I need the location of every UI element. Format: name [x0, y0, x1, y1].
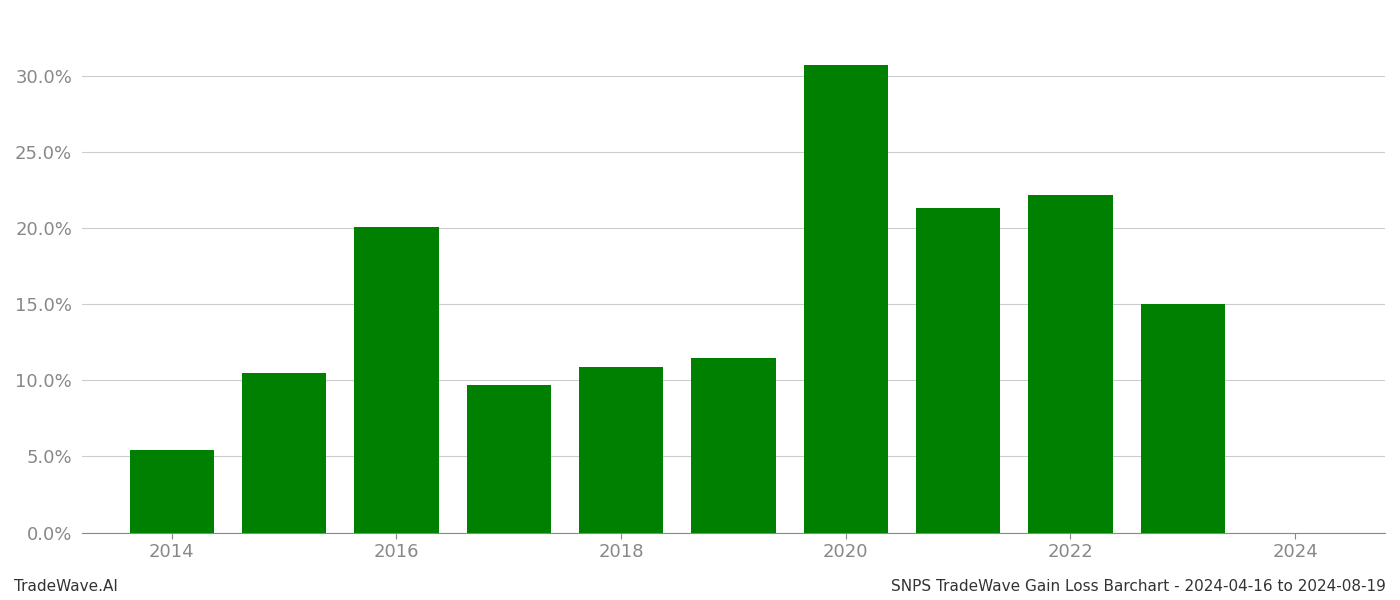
Bar — [692, 358, 776, 533]
Bar — [466, 385, 550, 533]
Text: SNPS TradeWave Gain Loss Barchart - 2024-04-16 to 2024-08-19: SNPS TradeWave Gain Loss Barchart - 2024… — [892, 579, 1386, 594]
Bar — [580, 367, 664, 533]
Bar — [242, 373, 326, 533]
Bar — [1029, 194, 1113, 533]
Text: TradeWave.AI: TradeWave.AI — [14, 579, 118, 594]
Bar — [354, 227, 438, 533]
Bar — [1141, 304, 1225, 533]
Bar — [804, 65, 888, 533]
Bar — [130, 451, 214, 533]
Bar — [916, 208, 1000, 533]
